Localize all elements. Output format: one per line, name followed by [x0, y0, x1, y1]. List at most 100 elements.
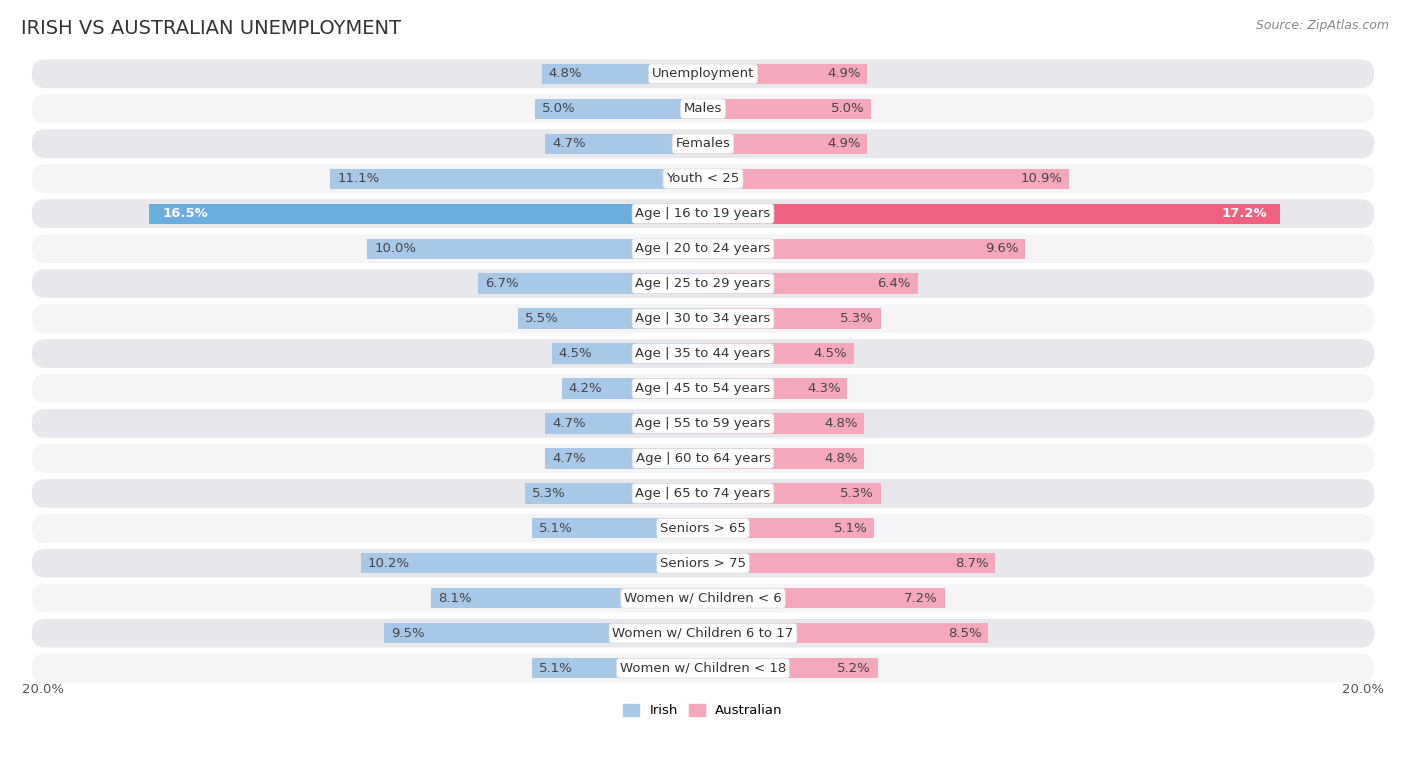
- Bar: [149, 204, 703, 224]
- Text: Source: ZipAtlas.com: Source: ZipAtlas.com: [1256, 19, 1389, 32]
- Bar: [703, 553, 995, 574]
- Bar: [432, 588, 703, 609]
- Text: Age | 60 to 64 years: Age | 60 to 64 years: [636, 452, 770, 465]
- Text: 7.2%: 7.2%: [904, 592, 938, 605]
- Text: 10.0%: 10.0%: [374, 242, 416, 255]
- Bar: [703, 238, 1025, 259]
- Text: Women w/ Children < 18: Women w/ Children < 18: [620, 662, 786, 674]
- Text: 5.1%: 5.1%: [538, 522, 572, 535]
- Bar: [703, 448, 865, 469]
- Text: 8.7%: 8.7%: [955, 557, 988, 570]
- Text: Age | 20 to 24 years: Age | 20 to 24 years: [636, 242, 770, 255]
- Text: 4.7%: 4.7%: [553, 137, 586, 150]
- Legend: Irish, Australian: Irish, Australian: [619, 699, 787, 723]
- Text: Women w/ Children 6 to 17: Women w/ Children 6 to 17: [613, 627, 793, 640]
- Text: 4.9%: 4.9%: [827, 67, 860, 80]
- FancyBboxPatch shape: [32, 199, 1374, 228]
- Text: 11.1%: 11.1%: [337, 172, 380, 185]
- Text: 4.2%: 4.2%: [569, 382, 602, 395]
- Bar: [703, 413, 865, 434]
- FancyBboxPatch shape: [32, 514, 1374, 543]
- Bar: [703, 64, 868, 84]
- Bar: [478, 273, 703, 294]
- Bar: [553, 344, 703, 363]
- Text: 4.9%: 4.9%: [827, 137, 860, 150]
- Text: Age | 45 to 54 years: Age | 45 to 54 years: [636, 382, 770, 395]
- FancyBboxPatch shape: [32, 269, 1374, 298]
- Bar: [703, 134, 868, 154]
- Text: Unemployment: Unemployment: [652, 67, 754, 80]
- Text: 4.7%: 4.7%: [553, 417, 586, 430]
- Text: 5.2%: 5.2%: [837, 662, 870, 674]
- Text: 10.2%: 10.2%: [367, 557, 409, 570]
- Bar: [703, 344, 853, 363]
- FancyBboxPatch shape: [32, 95, 1374, 123]
- Bar: [524, 483, 703, 503]
- Bar: [703, 273, 918, 294]
- Text: 4.8%: 4.8%: [548, 67, 582, 80]
- Text: 8.5%: 8.5%: [948, 627, 981, 640]
- Text: Age | 16 to 19 years: Age | 16 to 19 years: [636, 207, 770, 220]
- Bar: [536, 98, 703, 119]
- FancyBboxPatch shape: [32, 304, 1374, 333]
- Text: Seniors > 75: Seniors > 75: [659, 557, 747, 570]
- Text: 5.0%: 5.0%: [541, 102, 575, 115]
- Text: Seniors > 65: Seniors > 65: [659, 522, 747, 535]
- Bar: [703, 308, 882, 329]
- Text: 4.8%: 4.8%: [824, 417, 858, 430]
- FancyBboxPatch shape: [32, 584, 1374, 612]
- Bar: [562, 378, 703, 399]
- Bar: [330, 169, 703, 188]
- Text: 5.1%: 5.1%: [538, 662, 572, 674]
- Text: Age | 55 to 59 years: Age | 55 to 59 years: [636, 417, 770, 430]
- FancyBboxPatch shape: [32, 654, 1374, 683]
- FancyBboxPatch shape: [32, 479, 1374, 508]
- Text: Males: Males: [683, 102, 723, 115]
- Bar: [703, 658, 877, 678]
- Text: 20.0%: 20.0%: [21, 684, 63, 696]
- Text: 9.6%: 9.6%: [986, 242, 1018, 255]
- Bar: [361, 553, 703, 574]
- Bar: [384, 623, 703, 643]
- Text: 4.5%: 4.5%: [558, 347, 592, 360]
- Text: 8.1%: 8.1%: [437, 592, 471, 605]
- Bar: [531, 519, 703, 538]
- Bar: [703, 588, 945, 609]
- FancyBboxPatch shape: [32, 619, 1374, 647]
- Text: Youth < 25: Youth < 25: [666, 172, 740, 185]
- Bar: [546, 134, 703, 154]
- FancyBboxPatch shape: [32, 549, 1374, 578]
- FancyBboxPatch shape: [32, 409, 1374, 438]
- Text: 6.4%: 6.4%: [877, 277, 911, 290]
- Text: 5.5%: 5.5%: [524, 312, 558, 325]
- Text: IRISH VS AUSTRALIAN UNEMPLOYMENT: IRISH VS AUSTRALIAN UNEMPLOYMENT: [21, 19, 401, 38]
- FancyBboxPatch shape: [32, 444, 1374, 473]
- Text: Age | 25 to 29 years: Age | 25 to 29 years: [636, 277, 770, 290]
- FancyBboxPatch shape: [32, 374, 1374, 403]
- Bar: [546, 413, 703, 434]
- Text: 4.8%: 4.8%: [824, 452, 858, 465]
- Text: Age | 35 to 44 years: Age | 35 to 44 years: [636, 347, 770, 360]
- Text: 4.5%: 4.5%: [814, 347, 848, 360]
- Bar: [531, 658, 703, 678]
- Text: 5.3%: 5.3%: [841, 487, 875, 500]
- Text: Females: Females: [675, 137, 731, 150]
- Text: 10.9%: 10.9%: [1021, 172, 1062, 185]
- Bar: [546, 448, 703, 469]
- Text: 5.1%: 5.1%: [834, 522, 868, 535]
- FancyBboxPatch shape: [32, 164, 1374, 193]
- FancyBboxPatch shape: [32, 339, 1374, 368]
- Bar: [703, 378, 848, 399]
- Text: Age | 65 to 74 years: Age | 65 to 74 years: [636, 487, 770, 500]
- Text: 5.3%: 5.3%: [841, 312, 875, 325]
- Text: 16.5%: 16.5%: [163, 207, 208, 220]
- Bar: [519, 308, 703, 329]
- Bar: [367, 238, 703, 259]
- Text: 4.7%: 4.7%: [553, 452, 586, 465]
- Bar: [703, 519, 875, 538]
- Text: 9.5%: 9.5%: [391, 627, 425, 640]
- Text: 4.3%: 4.3%: [807, 382, 841, 395]
- Bar: [541, 64, 703, 84]
- Bar: [703, 98, 870, 119]
- Text: 17.2%: 17.2%: [1222, 207, 1267, 220]
